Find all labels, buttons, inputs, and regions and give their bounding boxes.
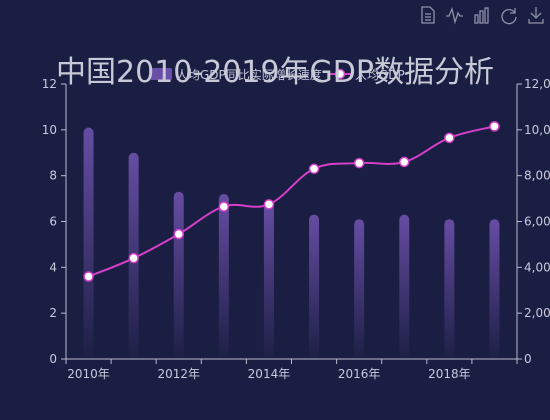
bar <box>399 214 410 359</box>
y-right-tick-label: 4,000 <box>524 260 550 274</box>
y-left-tick-label: 10 <box>42 123 57 137</box>
legend: 人均GDP同比实际增长速度 人均GDP <box>150 67 405 82</box>
bar <box>354 219 365 359</box>
line-point <box>173 228 184 240</box>
legend-line-marker <box>334 68 346 80</box>
bar <box>444 219 455 359</box>
y-left-tick-label: 2 <box>49 306 57 320</box>
axes: 0 2 4 6 8 10 12 0 2,000 4,000 6,000 8,000 10,000 12,0… <box>42 77 550 381</box>
y-left-tick-label: 0 <box>49 352 57 366</box>
x-tick-label: 2014年 <box>248 367 291 381</box>
chart-title: 中国2010-2019年GDP数据分析 <box>56 55 494 90</box>
bar <box>83 127 94 360</box>
y-right-tick-label: 10,000 <box>524 123 550 137</box>
legend-bar-label: 人均GDP同比实际增长速度 <box>176 67 322 82</box>
line-point <box>444 132 455 144</box>
legend-bar-swatch <box>150 68 172 80</box>
y-left-tick-label: 6 <box>49 215 57 229</box>
bar <box>489 219 500 359</box>
bar <box>218 194 229 359</box>
y-right-tick-label: 2,000 <box>524 306 550 320</box>
line-point <box>489 121 500 132</box>
restore-icon[interactable] <box>501 8 517 25</box>
bar-chart-icon[interactable] <box>474 7 489 24</box>
y-right-tick-label: 0 <box>524 352 532 366</box>
y-left-tick-label: 4 <box>49 260 57 274</box>
legend-line-label: 人均GDP <box>355 68 405 82</box>
line-point <box>399 156 410 168</box>
line-point <box>353 157 365 169</box>
bar-series <box>83 127 500 360</box>
x-tick-label: 2010年 <box>67 367 110 381</box>
y-left-tick-label: 8 <box>49 169 57 183</box>
y-right-tick-label: 12,000 <box>524 77 550 91</box>
bar <box>263 203 274 359</box>
line-chart-icon[interactable] <box>446 6 463 25</box>
line-point <box>83 271 94 282</box>
y-right-tick-label: 6,000 <box>524 215 550 229</box>
bar <box>309 214 320 359</box>
legend-item-line[interactable]: 人均GDP <box>329 68 405 82</box>
legend-item-bar[interactable]: 人均GDP同比实际增长速度 <box>150 67 322 82</box>
toolbox <box>421 6 544 25</box>
line-point <box>128 252 139 264</box>
line-point <box>263 199 275 210</box>
series-line <box>88 125 495 278</box>
line-point <box>308 163 320 175</box>
y-right-tick-label: 8,000 <box>524 169 550 183</box>
line-series <box>83 121 500 282</box>
x-tick-label: 2012年 <box>157 367 200 381</box>
data-view-icon[interactable] <box>421 6 435 24</box>
x-tick-label: 2016年 <box>338 367 381 381</box>
x-tick-label: 2018年 <box>428 367 471 381</box>
bar <box>173 191 184 359</box>
download-icon[interactable] <box>528 7 544 24</box>
line-point <box>218 201 230 212</box>
y-left-tick-label: 12 <box>42 77 57 91</box>
